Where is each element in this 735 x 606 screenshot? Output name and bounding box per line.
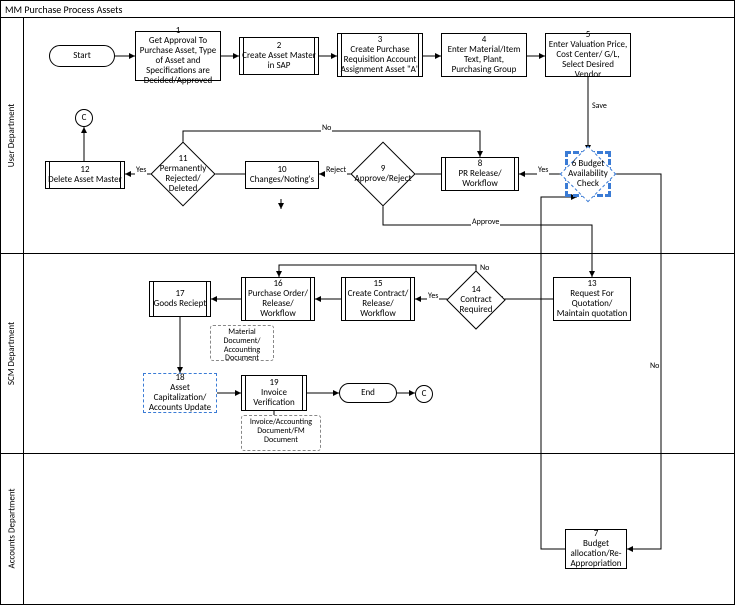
- node-n5-label: 5 Enter Valuation Price, Cost Center/ G/…: [548, 30, 628, 79]
- node-start-label: Start: [73, 51, 91, 61]
- node-n19-label: 19 Invoice Verification: [244, 378, 304, 408]
- node-n2-label: 2 Create Asset Master in SAP: [242, 41, 316, 71]
- edge-e10-label: Yes: [135, 165, 147, 175]
- node-n9: 9 Approve/Reject: [360, 151, 406, 197]
- lane-user-label: User Department: [7, 103, 18, 166]
- edge-e25: [541, 197, 577, 549]
- lane-sep-1: [1, 253, 734, 254]
- node-n17-label: 17 Goods Reciept: [154, 289, 207, 309]
- node-n16: 16 Purchase Order/ Release/ Workflow: [241, 277, 315, 321]
- note-noteB: Invoice/Accounting Document/FM Document: [241, 415, 321, 451]
- node-n3-label: 3 Create Purchase Requisition Account As…: [340, 35, 420, 75]
- node-n12: 12 Delete Asset Master: [45, 161, 125, 189]
- node-n6-label: 6 Budget Availability Check: [568, 154, 608, 194]
- edge-e17-label: No: [479, 263, 490, 273]
- diagram-canvas: MM Purchase Process Assets User Departme…: [0, 0, 735, 605]
- note-noteA: Material Document/ Accounting Document: [210, 325, 274, 361]
- node-n16-label: 16 Purchase Order/ Release/ Workflow: [244, 279, 312, 319]
- edge-e14-label: Approve: [471, 217, 500, 227]
- node-n1: 1 Get Approval To Purchase Asset, Type o…: [135, 31, 221, 81]
- node-n2: 2 Create Asset Master in SAP: [239, 37, 319, 75]
- lane-scm: SCM Department: [1, 253, 24, 453]
- node-end-label: End: [361, 388, 375, 398]
- edge-e16-label: Yes: [427, 291, 439, 301]
- node-n13: 13 Request For Quotation/ Maintain quota…: [553, 277, 631, 321]
- node-n11: 11 Permanently Rejected/ Deleted: [160, 151, 206, 197]
- node-n11-label: 11 Permanently Rejected/ Deleted: [160, 151, 206, 197]
- lane-user: User Department: [1, 17, 24, 253]
- node-n7: 7 Budget allocation/Re-Appropriation: [565, 529, 627, 569]
- edge-e12-label: No: [321, 123, 332, 133]
- lane-sep-2: [1, 453, 734, 454]
- node-cBot-label: C: [422, 389, 427, 399]
- title-separator: [1, 17, 734, 18]
- lane-accounts: Accounts Department: [1, 453, 24, 604]
- node-n13-label: 13 Request For Quotation/ Maintain quota…: [556, 279, 628, 319]
- node-n6: 6 Budget Availability Check: [565, 151, 611, 197]
- node-n19: 19 Invoice Verification: [241, 375, 307, 411]
- node-n18: 18 Asset Capitalization/ Accounts Update: [143, 373, 217, 413]
- node-n14-label: 14 Contract Required: [455, 279, 497, 321]
- node-n10: 10 Changes/Noting's: [245, 161, 319, 189]
- node-n8-label: 8 PR Release/ Workflow: [444, 159, 516, 189]
- lane-accounts-label: Accounts Department: [7, 489, 18, 569]
- edge-e5-label: Save: [591, 101, 608, 111]
- node-cTop: C: [75, 109, 93, 127]
- node-n10-label: 10 Changes/Noting's: [250, 165, 314, 185]
- edge-e24-label: No: [649, 361, 660, 371]
- node-cTop-label: C: [82, 113, 87, 123]
- node-n9-label: 9 Approve/Reject: [360, 151, 406, 197]
- node-n17: 17 Goods Reciept: [149, 281, 211, 317]
- node-n8: 8 PR Release/ Workflow: [441, 157, 519, 191]
- node-start: Start: [49, 45, 115, 67]
- node-n12-label: 12 Delete Asset Master: [48, 165, 122, 185]
- node-n4: 4 Enter Material/Item Text, Plant, Purch…: [441, 33, 527, 77]
- edge-e8-label: Reject: [325, 165, 347, 175]
- lane-scm-label: SCM Department: [7, 321, 18, 384]
- node-end: End: [339, 383, 397, 403]
- node-n15: 15 Create Contract/ Release/ Workflow: [341, 277, 415, 321]
- edge-e12: [183, 131, 480, 157]
- node-n15-label: 15 Create Contract/ Release/ Workflow: [344, 279, 412, 319]
- page-title: MM Purchase Process Assets: [5, 3, 122, 16]
- edge-e6-label: Yes: [537, 165, 549, 175]
- node-n3: 3 Create Purchase Requisition Account As…: [337, 33, 423, 77]
- node-cBot: C: [415, 385, 433, 403]
- node-n18-label: 18 Asset Capitalization/ Accounts Update: [146, 373, 214, 413]
- node-n4-label: 4 Enter Material/Item Text, Plant, Purch…: [444, 35, 524, 75]
- node-n5: 5 Enter Valuation Price, Cost Center/ G/…: [545, 33, 631, 77]
- node-n1-label: 1 Get Approval To Purchase Asset, Type o…: [138, 26, 218, 85]
- node-n7-label: 7 Budget allocation/Re-Appropriation: [568, 529, 624, 569]
- node-n14: 14 Contract Required: [455, 279, 497, 321]
